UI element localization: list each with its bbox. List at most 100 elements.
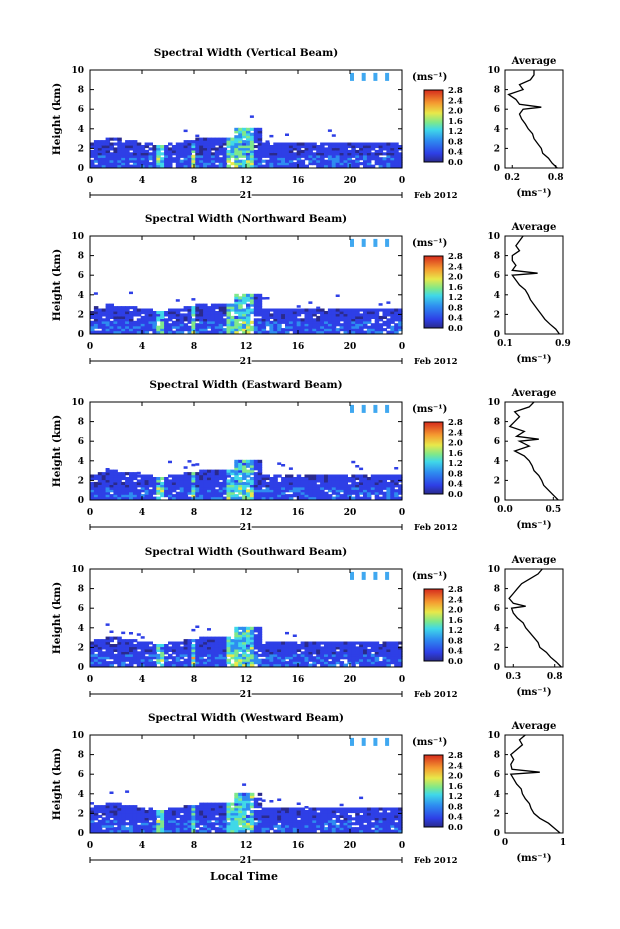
heatmap-cell	[218, 303, 224, 307]
heatmap-cell	[144, 315, 150, 319]
heatmap-cell	[249, 805, 255, 809]
heatmap-cell	[125, 656, 130, 660]
heatmap-cell	[230, 154, 235, 158]
heatmap-cell	[144, 320, 150, 324]
heatmap-cell	[257, 641, 263, 645]
heatmap-cell	[109, 164, 114, 168]
heatmap-cell	[132, 653, 138, 657]
heatmap-cell	[257, 313, 263, 317]
heatmap-cell	[288, 149, 294, 153]
heatmap-cell	[117, 648, 122, 652]
heatmap-cell	[222, 651, 228, 655]
heatmap-cell	[242, 631, 247, 635]
heatmap-cell	[359, 646, 364, 650]
heatmap-cell	[195, 653, 200, 657]
heatmap-cell	[210, 491, 216, 495]
heatmap-cell	[109, 308, 114, 312]
heatmap-cell	[148, 325, 153, 329]
heatmap-cell	[324, 481, 329, 485]
heatmap-cell	[331, 651, 337, 655]
heatmap-cell	[277, 325, 282, 329]
heatmap-cell	[156, 829, 161, 833]
heatmap-cell	[288, 496, 294, 500]
heatmap-cell	[207, 494, 212, 498]
heatmap-cell	[273, 320, 278, 324]
heatmap-cell	[257, 827, 263, 831]
heatmap-cell	[125, 658, 130, 662]
heatmap-cell	[238, 459, 243, 463]
heatmap-cell	[359, 481, 364, 485]
heatmap-cell	[277, 494, 282, 498]
heatmap-cell	[125, 147, 130, 151]
x-tick-label: 4	[139, 841, 145, 851]
heatmap-cell	[187, 486, 192, 490]
heatmap-cell	[234, 797, 239, 801]
heatmap-cell	[183, 145, 189, 149]
heatmap-cell	[370, 829, 376, 833]
heatmap-cell	[300, 484, 306, 488]
colorbar	[423, 754, 444, 828]
heatmap-cell	[382, 479, 387, 483]
heatmap-cell	[187, 152, 192, 156]
heatmap-cell	[207, 159, 212, 163]
heatmap-cell	[320, 648, 325, 652]
heatmap-cell	[242, 293, 247, 297]
heatmap-cell	[261, 297, 266, 300]
heatmap-cell	[249, 311, 255, 315]
heatmap-cell	[187, 641, 192, 645]
heatmap-cell	[222, 137, 228, 141]
heatmap-cell	[351, 315, 356, 319]
heatmap-cell	[210, 484, 216, 488]
heatmap-cell	[288, 328, 294, 332]
heatmap-cell	[207, 479, 212, 483]
heatmap-cell	[230, 147, 235, 151]
heatmap-cell	[335, 491, 341, 495]
heatmap-cell	[378, 812, 384, 816]
heatmap-cell	[171, 663, 177, 667]
heatmap-cell	[269, 800, 274, 803]
heatmap-cell	[105, 318, 111, 322]
heatmap-cell	[308, 301, 313, 304]
heatmap-cell	[242, 130, 247, 134]
heatmap-cell	[160, 827, 165, 831]
heatmap-cell	[249, 479, 255, 483]
heatmap-cell	[90, 494, 95, 498]
heatmap-cell	[257, 474, 263, 478]
heatmap-cell	[234, 824, 239, 828]
heatmap-cell	[257, 496, 263, 500]
heatmap-cell	[175, 299, 180, 302]
heatmap-cell	[136, 496, 142, 500]
heatmap-cell	[203, 145, 208, 149]
heatmap-cell	[238, 489, 243, 493]
heatmap-cell	[140, 481, 146, 485]
heatmap-cell	[386, 154, 391, 158]
heatmap-cell	[90, 154, 95, 158]
heatmap-cell	[366, 489, 372, 493]
heatmap-cell	[113, 653, 118, 657]
heatmap-cell	[179, 824, 185, 828]
heatmap-cell	[390, 494, 395, 498]
heatmap-cell	[366, 157, 372, 161]
heatmap-cell	[203, 162, 208, 166]
heatmap-cell	[246, 494, 251, 498]
heatmap-cell	[191, 318, 196, 322]
heatmap-cell	[246, 127, 251, 131]
heatmap-cell	[234, 810, 239, 814]
heatmap-cell	[238, 142, 243, 146]
heatmap-cell	[296, 663, 302, 667]
heatmap-cell	[378, 486, 384, 490]
day-label: 21	[240, 523, 253, 533]
heatmap-cell	[187, 807, 192, 811]
heatmap-cell	[366, 656, 372, 660]
heatmap-cell	[316, 807, 321, 811]
heatmap-cell	[214, 644, 220, 648]
heatmap-cell	[117, 142, 122, 146]
heatmap-cell	[246, 641, 251, 645]
heatmap-cell	[246, 464, 251, 468]
heatmap-cell	[113, 306, 118, 310]
heatmap-cell	[156, 812, 161, 816]
heatmap-cell	[394, 653, 399, 657]
heatmap-cell	[105, 802, 111, 806]
heatmap-cell	[327, 489, 333, 493]
heatmap-cell	[320, 807, 325, 811]
